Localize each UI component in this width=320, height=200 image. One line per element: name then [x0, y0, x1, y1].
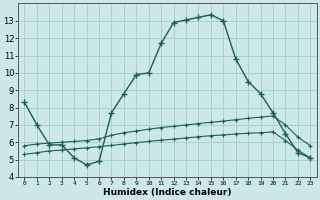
- X-axis label: Humidex (Indice chaleur): Humidex (Indice chaleur): [103, 188, 232, 197]
